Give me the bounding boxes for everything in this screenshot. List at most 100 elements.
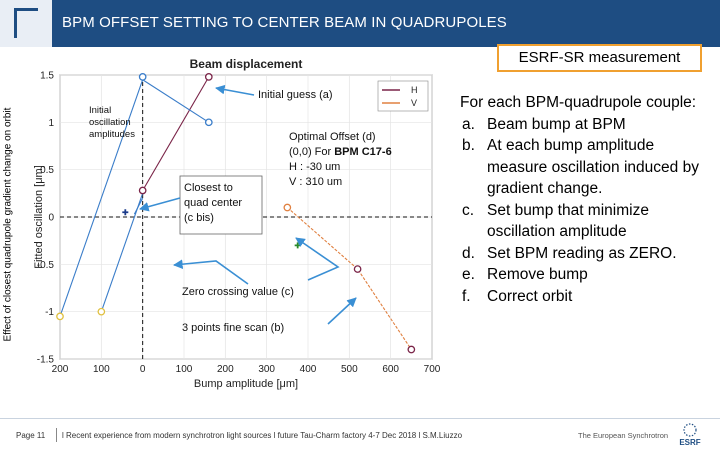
x-tick-label: 200 [52, 364, 69, 375]
step-item: f. Correct orbit [460, 286, 715, 308]
step-marker: d. [462, 244, 475, 262]
procedure-steps: For each BPM-quadrupole couple: a. Beam b… [460, 92, 715, 307]
page-number: Page 11 [16, 431, 46, 440]
step-text: Correct orbit [487, 287, 573, 305]
x-tick-label: 700 [424, 364, 441, 375]
initial-osc-label-1: Initial [89, 105, 111, 116]
footer: Page 11 l Recent experience from modern … [0, 418, 720, 451]
closest-box [179, 175, 263, 235]
zero-crossing-arrow-right [295, 237, 340, 281]
data-point [56, 312, 64, 321]
slide-title: BPM OFFSET SETTING TO CENTER BEAM IN QUA… [62, 14, 507, 31]
closest-arrow [139, 197, 181, 212]
data-point [204, 118, 213, 127]
chart-title: Beam displacement [190, 57, 303, 71]
esrf-logo-icon: ESRF [679, 423, 701, 447]
y-tick-label: 1.5 [40, 71, 54, 82]
series-line [142, 76, 210, 191]
step-text: Beam bump at BPM [487, 115, 626, 133]
y-tick-label: -0.5 [37, 260, 55, 271]
initial-guess-arrow [215, 84, 255, 96]
step-text: Remove bump [487, 266, 588, 283]
y-tick-label: 0 [48, 213, 54, 224]
y-axis-label: Fitted oscillation [μm] [33, 165, 45, 269]
optimal-label-4: V : 310 um [289, 176, 342, 188]
optimal-label-3: H : -30 um [289, 161, 340, 173]
step-marker: c. [462, 201, 475, 219]
esrf-logo-text: ESRF [679, 438, 700, 447]
annotations: Initial guess (a) Initial oscillation am… [89, 84, 392, 334]
step-item: a. Beam bump at BPM [460, 114, 715, 136]
x-tick-label: 400 [300, 364, 317, 375]
steps-list: a. Beam bump at BPM b. At each bump amplitu… [460, 114, 715, 308]
x-tick-label: 100 [176, 364, 193, 375]
step-text: At each bump amplitude measure oscillati… [487, 137, 699, 197]
step-text: Set BPM reading as ZERO. [487, 244, 677, 262]
beam-displacement-chart: 200 100 0 100 200 300 400 500 600 700 1.5 1 0.5 0 -0.5… [33, 57, 441, 390]
series-line [59, 79, 144, 317]
legend-box [377, 80, 429, 112]
series-line [133, 197, 144, 215]
legend: H V [377, 80, 429, 112]
data-markers [56, 73, 416, 354]
data-point [353, 265, 362, 273]
side-label-container: Effect of closest quadrupole gradient ch… [0, 78, 16, 378]
step-item: b. At each bump amplitude measure oscilla… [460, 135, 715, 200]
side-axis-label: Effect of closest quadrupole gradient ch… [2, 107, 14, 342]
y-tick-label: -1 [45, 307, 54, 318]
series-line [286, 207, 412, 350]
measurement-badge: ESRF-SR measurement [497, 44, 702, 72]
organization-name: The European Synchrotron [578, 431, 669, 440]
fine-scan-label: 3 points fine scan (b) [182, 322, 284, 334]
y-tick-label: -1.5 [37, 355, 55, 366]
footer-reference: l Recent experience from modern synchrot… [62, 431, 463, 440]
y-tick-label: 0.5 [40, 165, 54, 176]
series-line [142, 79, 210, 123]
data-point [283, 203, 292, 212]
step-item: c. Set bump that minimize oscillation amp… [460, 200, 715, 243]
legend-entry-h: H [411, 85, 418, 95]
header-logo-box [0, 0, 52, 47]
step-marker: a. [462, 115, 475, 133]
initial-osc-label-3: amplitudes [89, 129, 135, 140]
zero-crossing-label: Zero crossing value (c) [182, 286, 294, 298]
step-marker: b. [462, 137, 475, 154]
closest-label-3: (c bis) [184, 212, 214, 224]
x-tick-label: 600 [382, 364, 399, 375]
x-tick-label: 0 [140, 364, 146, 375]
x-tick-label: 500 [341, 364, 358, 375]
step-marker: f. [462, 287, 471, 305]
optimal-bpm-name: BPM C17-6 [334, 146, 391, 158]
closest-label-2: quad center [184, 197, 242, 209]
axis-ticks: 200 100 0 100 200 300 400 500 600 700 1.5 1 0.5 0 -0.5… [37, 71, 441, 376]
y-tick-label: 1 [48, 118, 54, 129]
step-marker: e. [462, 266, 475, 283]
data-point [97, 307, 106, 316]
legend-entry-v: V [411, 98, 417, 108]
footer-divider [56, 428, 57, 442]
x-axis-label: Bump amplitude [μm] [194, 378, 298, 390]
x-tick-label: 100 [93, 364, 110, 375]
data-point [204, 73, 213, 81]
steps-intro: For each BPM-quadrupole couple: [460, 94, 697, 111]
step-text: Set bump that minimize oscillation ampli… [487, 201, 649, 241]
x-tick-label: 300 [258, 364, 275, 375]
fine-scan-arrow [327, 297, 357, 325]
step-item: d. Set BPM reading as ZERO. [460, 243, 715, 265]
closest-label-1: Closest to [184, 182, 233, 194]
optimal-label-2: (0,0) For BPM C17-6 [289, 146, 392, 158]
zero-crossing-arrow-left [173, 259, 249, 285]
data-point [138, 73, 147, 81]
data-point [407, 345, 416, 354]
series-line [100, 193, 144, 312]
initial-osc-label-2: oscillation [89, 117, 131, 128]
corner-mark-icon [14, 8, 38, 38]
series-lines [59, 76, 412, 350]
x-tick-label: 200 [217, 364, 234, 375]
data-point [138, 186, 147, 195]
crossing-marker [122, 209, 129, 216]
optimal-label-1: Optimal Offset (d) [289, 131, 376, 143]
header-bar: BPM OFFSET SETTING TO CENTER BEAM IN QUA… [0, 0, 720, 47]
step-item: e. Remove bump [460, 264, 715, 286]
initial-guess-label: Initial guess (a) [258, 89, 333, 101]
